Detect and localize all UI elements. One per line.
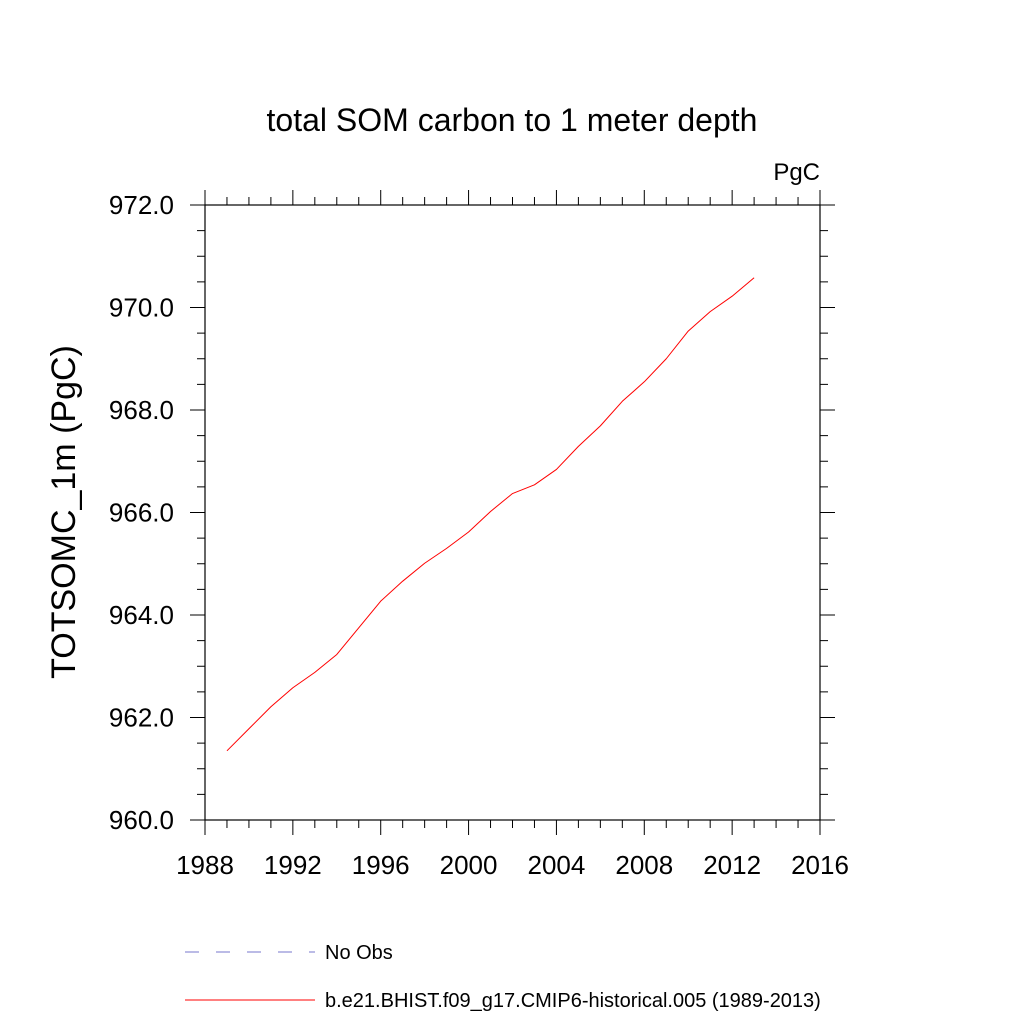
y-axis-label: TOTSOMC_1m (PgC) xyxy=(45,345,83,679)
x-tick-label: 1996 xyxy=(352,850,410,880)
x-tick-label: 2016 xyxy=(791,850,849,880)
chart-title: total SOM carbon to 1 meter depth xyxy=(267,102,758,138)
axis-ticks xyxy=(190,190,835,835)
x-tick-labels: 1988 1992 1996 2000 2004 2008 2012 2016 xyxy=(176,850,849,880)
series-layer xyxy=(226,277,755,752)
x-tick-label: 1992 xyxy=(264,850,322,880)
x-tick-label: 1988 xyxy=(176,850,234,880)
x-tick-label: 2008 xyxy=(615,850,673,880)
legend-label-historical: b.e21.BHIST.f09_g17.CMIP6-historical.005… xyxy=(325,990,821,1012)
x-tick-label: 2012 xyxy=(703,850,761,880)
y-tick-label: 970.0 xyxy=(109,293,174,323)
legend-label-no-obs: No Obs xyxy=(325,942,393,964)
y-tick-label: 960.0 xyxy=(109,805,174,835)
y-tick-label: 966.0 xyxy=(109,498,174,528)
legend: No Obs b.e21.BHIST.f09_g17.CMIP6-histori… xyxy=(185,942,821,1012)
y-tick-label: 962.0 xyxy=(109,703,174,733)
y-tick-label: 972.0 xyxy=(109,190,174,220)
x-tick-label: 2000 xyxy=(440,850,498,880)
units-label: PgC xyxy=(773,159,820,186)
series-line-0 xyxy=(226,277,755,752)
plot-frame xyxy=(204,204,821,821)
y-tick-labels: 960.0 962.0 964.0 966.0 968.0 970.0 972.0 xyxy=(109,190,174,835)
y-tick-label: 964.0 xyxy=(109,600,174,630)
x-tick-label: 2004 xyxy=(528,850,586,880)
y-tick-label: 968.0 xyxy=(109,395,174,425)
